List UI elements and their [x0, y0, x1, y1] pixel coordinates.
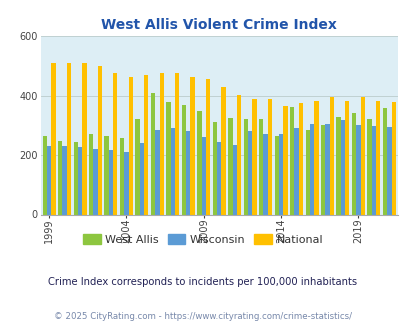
Bar: [181, 105, 185, 214]
Bar: [217, 142, 221, 214]
Bar: [351, 113, 356, 214]
Bar: [294, 128, 298, 214]
Bar: [274, 136, 278, 214]
Bar: [360, 97, 364, 214]
Bar: [82, 63, 86, 214]
Bar: [386, 127, 390, 214]
Bar: [135, 118, 139, 214]
Bar: [170, 128, 175, 214]
Bar: [356, 125, 360, 214]
Bar: [305, 130, 309, 214]
Bar: [98, 66, 102, 214]
Bar: [247, 131, 252, 214]
Bar: [367, 118, 371, 214]
Bar: [313, 101, 318, 214]
Bar: [144, 75, 148, 214]
Bar: [232, 145, 236, 214]
Bar: [47, 146, 51, 214]
Bar: [62, 146, 66, 214]
Title: West Allis Violent Crime Index: West Allis Violent Crime Index: [101, 18, 336, 32]
Bar: [104, 136, 109, 214]
Bar: [283, 106, 287, 214]
Bar: [201, 137, 205, 214]
Bar: [205, 80, 210, 214]
Text: © 2025 CityRating.com - https://www.cityrating.com/crime-statistics/: © 2025 CityRating.com - https://www.city…: [54, 312, 351, 321]
Bar: [320, 125, 324, 214]
Bar: [278, 134, 283, 214]
Bar: [375, 101, 379, 214]
Bar: [344, 101, 349, 214]
Bar: [43, 136, 47, 214]
Bar: [66, 63, 71, 214]
Bar: [289, 107, 294, 214]
Bar: [336, 117, 340, 214]
Bar: [166, 102, 170, 214]
Text: Crime Index corresponds to incidents per 100,000 inhabitants: Crime Index corresponds to incidents per…: [48, 277, 357, 287]
Legend: West Allis, Wisconsin, National: West Allis, Wisconsin, National: [78, 230, 327, 249]
Bar: [236, 94, 241, 214]
Bar: [124, 152, 128, 214]
Bar: [78, 147, 82, 214]
Bar: [190, 77, 194, 214]
Bar: [371, 126, 375, 214]
Bar: [119, 138, 124, 214]
Bar: [155, 130, 159, 214]
Bar: [267, 99, 271, 214]
Bar: [324, 124, 329, 214]
Bar: [197, 111, 201, 214]
Bar: [390, 102, 395, 214]
Bar: [329, 97, 333, 214]
Bar: [340, 120, 344, 214]
Bar: [309, 124, 313, 214]
Bar: [221, 87, 225, 214]
Bar: [128, 77, 132, 214]
Bar: [73, 142, 78, 214]
Bar: [298, 103, 302, 214]
Bar: [212, 122, 217, 214]
Bar: [113, 74, 117, 215]
Bar: [382, 108, 386, 214]
Bar: [243, 119, 247, 214]
Bar: [139, 143, 144, 214]
Bar: [228, 118, 232, 214]
Bar: [185, 131, 190, 214]
Bar: [89, 134, 93, 214]
Bar: [258, 119, 263, 214]
Bar: [151, 93, 155, 214]
Bar: [93, 149, 98, 214]
Bar: [58, 141, 62, 214]
Bar: [175, 74, 179, 215]
Bar: [159, 74, 164, 215]
Bar: [263, 134, 267, 214]
Bar: [252, 99, 256, 214]
Bar: [109, 150, 113, 214]
Bar: [51, 63, 55, 214]
